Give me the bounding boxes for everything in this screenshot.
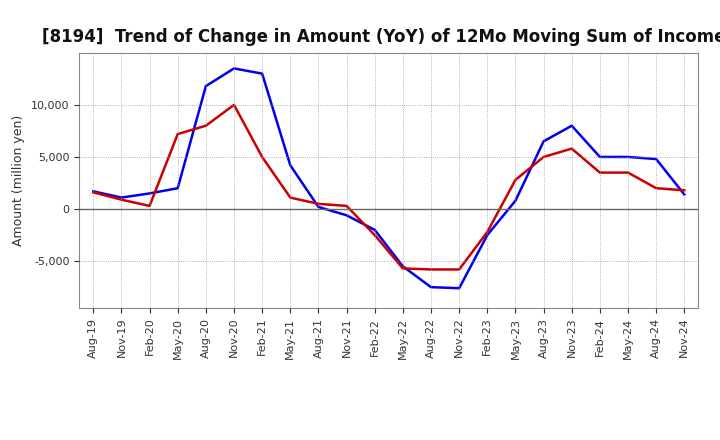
Net Income	[427, 267, 436, 272]
Net Income	[567, 146, 576, 151]
Net Income	[117, 197, 126, 202]
Y-axis label: Amount (million yen): Amount (million yen)	[12, 115, 25, 246]
Title: [8194]  Trend of Change in Amount (YoY) of 12Mo Moving Sum of Incomes: [8194] Trend of Change in Amount (YoY) o…	[42, 28, 720, 46]
Line: Ordinary Income: Ordinary Income	[94, 69, 684, 288]
Ordinary Income	[539, 139, 548, 144]
Ordinary Income	[286, 163, 294, 168]
Ordinary Income	[427, 285, 436, 290]
Ordinary Income	[117, 195, 126, 200]
Net Income	[145, 203, 154, 209]
Net Income	[595, 170, 604, 175]
Net Income	[680, 187, 688, 193]
Net Income	[174, 132, 182, 137]
Ordinary Income	[89, 189, 98, 194]
Net Income	[314, 201, 323, 206]
Net Income	[258, 154, 266, 160]
Ordinary Income	[230, 66, 238, 71]
Net Income	[230, 102, 238, 107]
Net Income	[89, 190, 98, 195]
Ordinary Income	[314, 204, 323, 209]
Net Income	[342, 203, 351, 209]
Net Income	[370, 232, 379, 238]
Ordinary Income	[567, 123, 576, 128]
Ordinary Income	[680, 192, 688, 197]
Ordinary Income	[455, 286, 464, 291]
Ordinary Income	[652, 156, 660, 161]
Ordinary Income	[399, 264, 408, 269]
Ordinary Income	[595, 154, 604, 160]
Ordinary Income	[174, 186, 182, 191]
Ordinary Income	[342, 213, 351, 218]
Ordinary Income	[624, 154, 632, 160]
Net Income	[483, 229, 492, 235]
Net Income	[624, 170, 632, 175]
Ordinary Income	[483, 232, 492, 238]
Net Income	[511, 177, 520, 183]
Ordinary Income	[258, 71, 266, 76]
Net Income	[399, 266, 408, 271]
Line: Net Income: Net Income	[94, 105, 684, 269]
Ordinary Income	[202, 84, 210, 89]
Ordinary Income	[511, 198, 520, 203]
Net Income	[539, 154, 548, 160]
Net Income	[286, 195, 294, 200]
Net Income	[455, 267, 464, 272]
Ordinary Income	[370, 227, 379, 232]
Net Income	[652, 186, 660, 191]
Net Income	[202, 123, 210, 128]
Ordinary Income	[145, 191, 154, 196]
